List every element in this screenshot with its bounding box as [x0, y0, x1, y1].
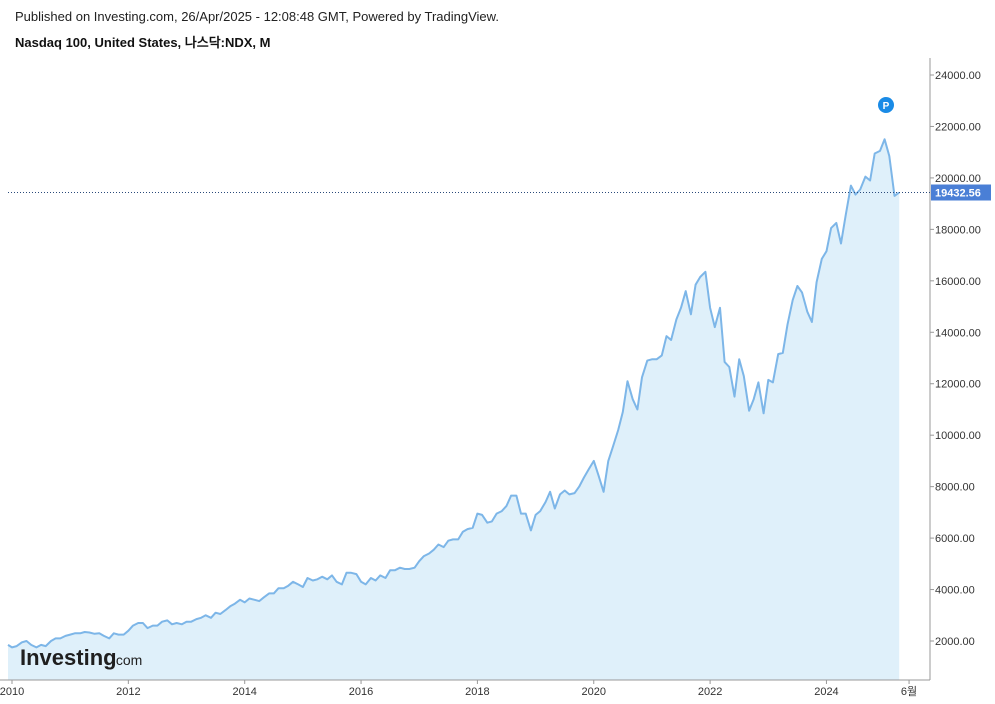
y-tick-label: 10000.00 — [935, 430, 981, 442]
event-marker-badge[interactable] — [878, 97, 894, 113]
y-tick-label: 16000.00 — [935, 276, 981, 288]
series-line — [7, 138, 900, 649]
x-tick-label: 2016 — [349, 686, 373, 698]
last-price-label: 19432.56 — [935, 188, 981, 200]
logo-suffix-text: .com — [112, 652, 142, 668]
x-tick-label: 2020 — [582, 686, 606, 698]
y-tick-label: 6000.00 — [935, 533, 975, 545]
x-tick-label: 2024 — [814, 686, 838, 698]
y-tick-label: 8000.00 — [935, 482, 975, 494]
x-tick-label: 2012 — [116, 686, 140, 698]
x-tick-label: 2022 — [698, 686, 722, 698]
logo-brand-text: Investing — [20, 645, 117, 670]
series-area-fill — [8, 139, 900, 681]
x-axis: 2010 2012 2014 2016 2018 2020 2022 2024 6월 — [0, 679, 930, 698]
x-tick-label: 2010 — [0, 686, 24, 698]
event-marker[interactable]: P — [878, 97, 894, 113]
y-tick-label: 22000.00 — [935, 121, 981, 133]
event-marker-label: P — [883, 101, 890, 112]
publish-info: Published on Investing.com, 26/Apr/2025 … — [15, 9, 499, 24]
y-axis: 2000.00 4000.00 6000.00 8000.00 10000.00 1200… — [8, 58, 991, 680]
y-tick-label: 4000.00 — [935, 585, 975, 597]
y-tick-label: 18000.00 — [935, 224, 981, 236]
y-tick-label: 20000.00 — [935, 173, 981, 185]
x-tick-label: 6월 — [901, 685, 917, 698]
investing-logo: Investing .com — [20, 645, 142, 670]
plot-area — [7, 138, 900, 681]
y-tick-label: 12000.00 — [935, 379, 981, 391]
x-tick-label: 2018 — [465, 686, 489, 698]
last-price-tag — [931, 184, 991, 201]
chart-title: Nasdaq 100, United States, 나스닥:NDX, M — [15, 35, 271, 50]
chart-overlay: Investing .com P — [20, 97, 894, 670]
y-tick-label: 24000.00 — [935, 70, 981, 82]
y-tick-label: 2000.00 — [935, 636, 975, 648]
y-tick-label: 14000.00 — [935, 327, 981, 339]
x-tick-label: 2014 — [232, 686, 256, 698]
